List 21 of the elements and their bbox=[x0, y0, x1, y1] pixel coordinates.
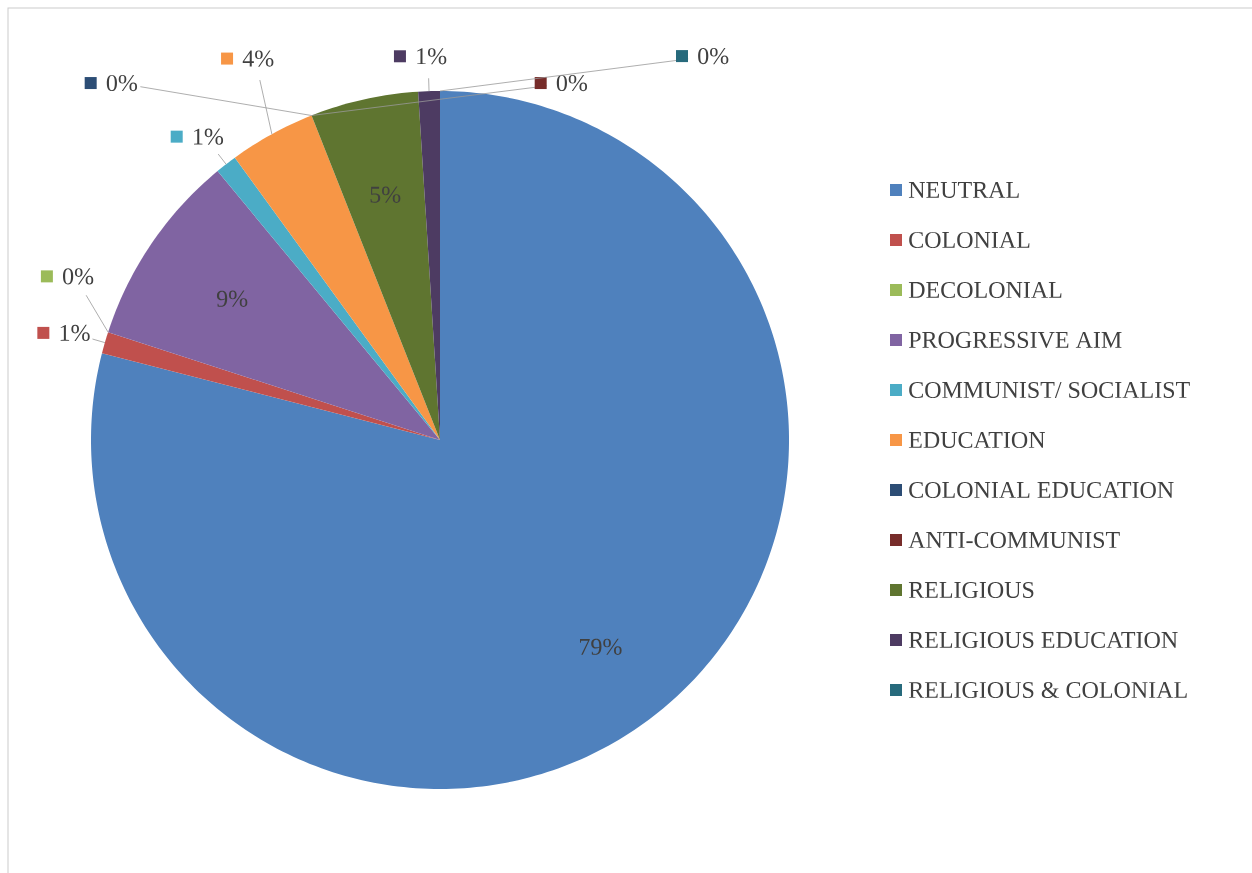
legend-label: COMMUNIST/ SOCIALIST bbox=[909, 381, 1190, 399]
text: 0% bbox=[106, 74, 138, 92]
data-label: 9% bbox=[216, 290, 248, 307]
legend-label: COLONIAL bbox=[909, 231, 1030, 249]
legend-label: EDUCATION bbox=[908, 431, 1045, 449]
text: 0% bbox=[63, 268, 94, 285]
legend-label: ANTI-COMMUNIST bbox=[908, 531, 1120, 549]
legend-label: DECOLONIAL bbox=[908, 281, 1062, 299]
legend-label: RELIGIOUS bbox=[908, 581, 1034, 599]
legend-label: RELIGIOUS & COLONIAL bbox=[908, 681, 1187, 699]
data-label: 4% bbox=[242, 50, 274, 67]
legend-label: RELIGIOUS EDUCATION bbox=[908, 631, 1178, 649]
legend-label: PROGRESSIVE AIM bbox=[908, 331, 1122, 349]
legend-label: COLONIAL EDUCATION bbox=[909, 481, 1174, 499]
text: 0% bbox=[556, 74, 588, 92]
data-label: 79% bbox=[580, 638, 622, 655]
data-label: 1% bbox=[194, 128, 224, 145]
data-label: 1% bbox=[417, 48, 447, 65]
legend-label: NEUTRAL bbox=[908, 181, 1019, 199]
text: 0% bbox=[698, 47, 729, 65]
data-label: 1% bbox=[60, 324, 90, 342]
